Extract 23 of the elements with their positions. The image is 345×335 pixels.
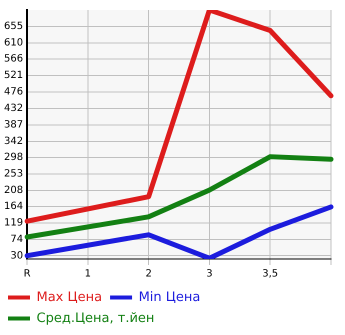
x-tick-label: 1 — [84, 268, 92, 280]
legend-label: Min Цена — [138, 290, 200, 305]
y-tick-label: 566 — [4, 54, 24, 65]
legend-label: Сред.Цена, т.йен — [36, 310, 154, 326]
y-tick-label: 521 — [4, 70, 24, 82]
x-tick-label: 3 — [206, 268, 213, 280]
y-tick-label: 30 — [10, 250, 24, 262]
y-tick-label: 253 — [4, 168, 24, 180]
y-tick-label: 208 — [4, 185, 24, 196]
x-tick-label: 2 — [145, 268, 152, 280]
x-tick-label: R — [24, 268, 31, 280]
y-tick-label: 74 — [10, 234, 24, 246]
legend-label: Max Цена — [36, 290, 102, 305]
y-tick-label: 387 — [4, 119, 24, 130]
x-tick-label: 3,5 — [262, 268, 278, 280]
y-tick-label: 298 — [4, 152, 24, 164]
y-tick-label: 476 — [4, 86, 24, 98]
y-tick-label: 119 — [4, 218, 24, 229]
y-tick-label: 432 — [4, 102, 24, 114]
y-tick-label: 610 — [4, 38, 24, 49]
y-tick-label: 655 — [4, 21, 24, 32]
y-tick-label: 342 — [4, 136, 24, 147]
y-tick-label: 164 — [4, 201, 24, 212]
